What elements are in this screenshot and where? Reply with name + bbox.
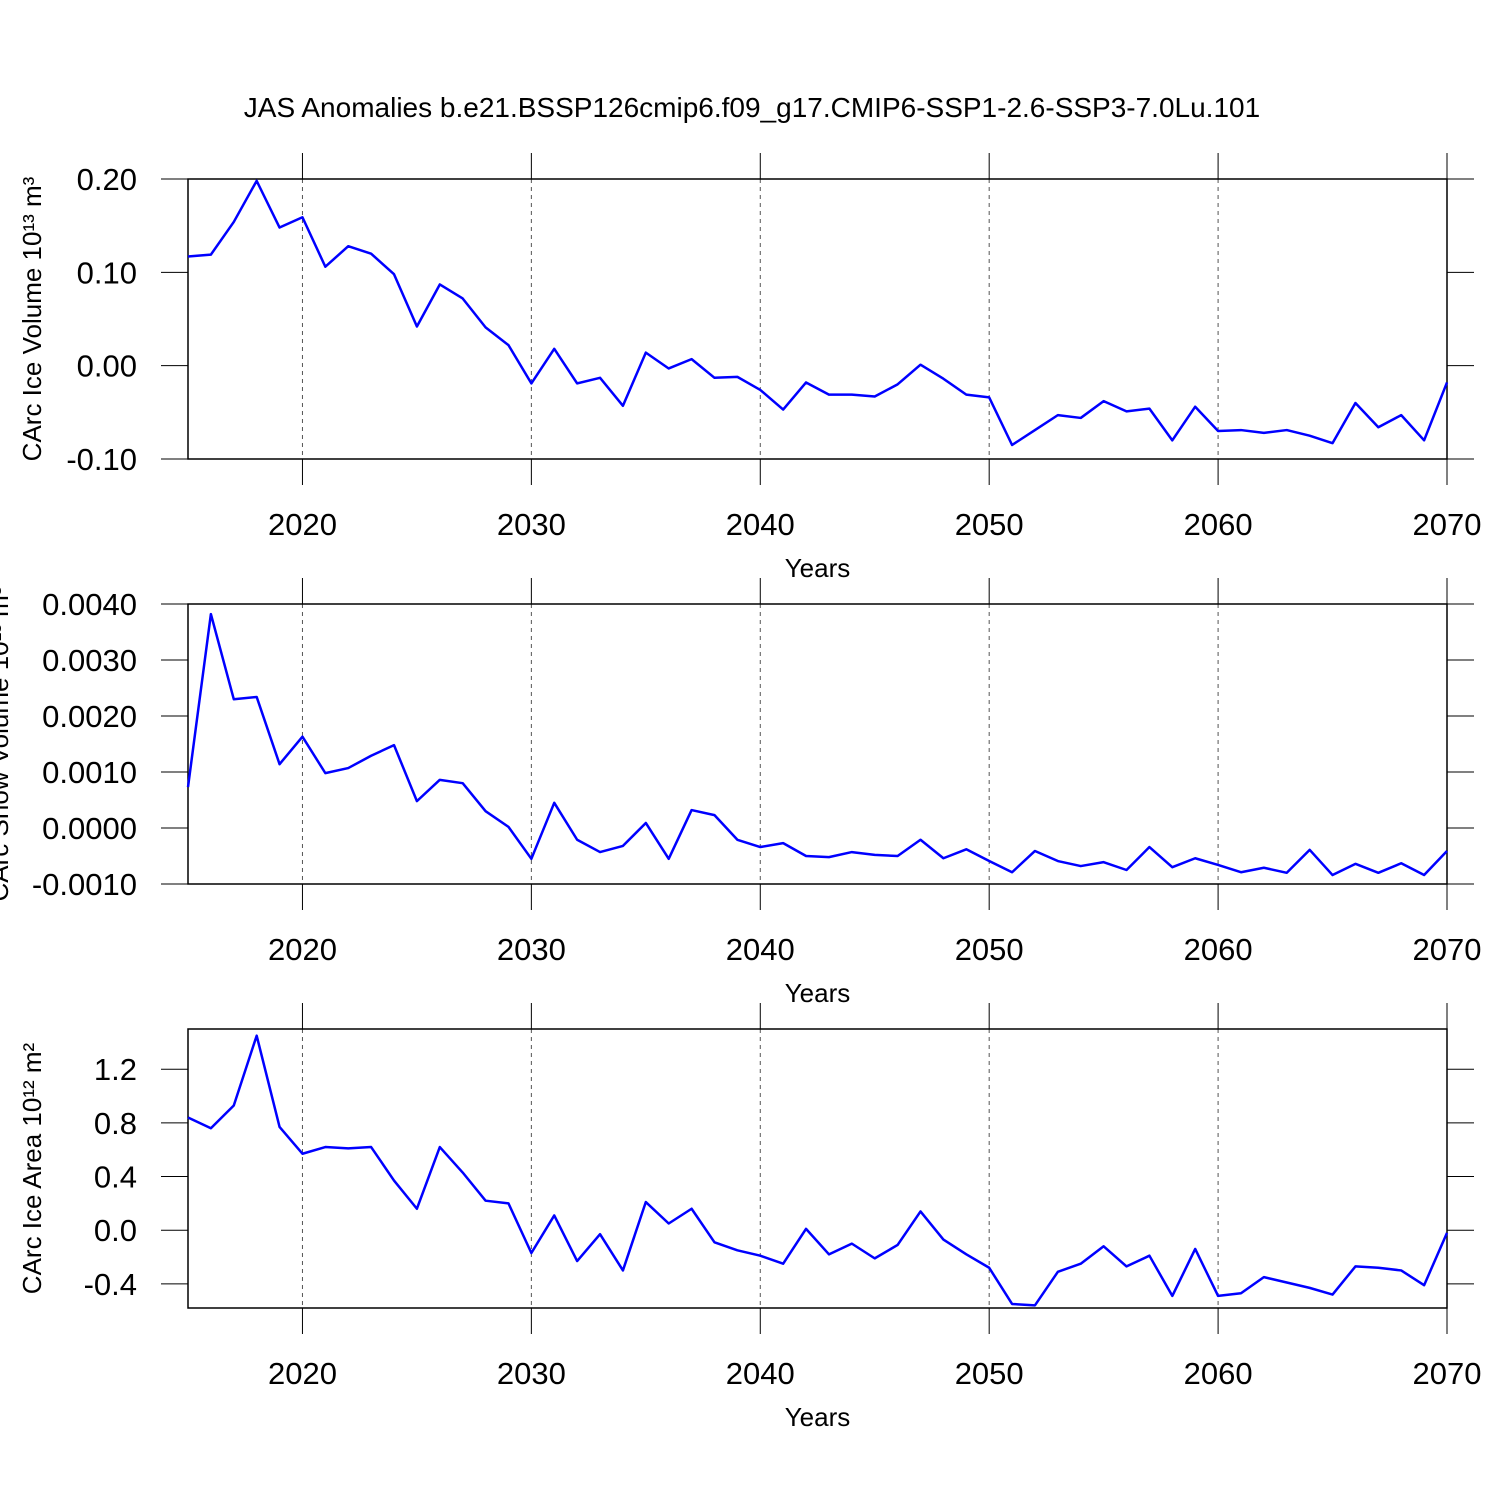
y-tick-label: 0.0 — [94, 1213, 137, 1248]
x-tick-label: 2070 — [1413, 932, 1482, 967]
y-axis-label: CArc Ice Volume 10¹³ m³ — [17, 176, 47, 461]
x-tick-label: 2050 — [955, 507, 1024, 542]
plot-frame — [187, 178, 1448, 460]
x-tick-label: 2030 — [497, 932, 566, 967]
y-tick-label: -0.0010 — [32, 867, 137, 902]
x-tick-label: 2050 — [955, 1356, 1024, 1391]
y-tick-label: 0.0030 — [42, 643, 137, 678]
y-axis-label: CArc Snow Volume 10¹³ m³ — [0, 586, 14, 901]
x-tick-label: 2020 — [268, 507, 337, 542]
x-tick-label: 2060 — [1184, 507, 1253, 542]
y-tick-label: -0.10 — [66, 442, 137, 477]
x-tick-label: 2070 — [1413, 507, 1482, 542]
x-tick-label: 2050 — [955, 932, 1024, 967]
data-line — [186, 612, 1448, 877]
y-tick-label: 0.00 — [77, 349, 137, 384]
x-axis-label: Years — [785, 1402, 851, 1432]
x-tick-label: 2070 — [1413, 1356, 1482, 1391]
x-tick-label: 2020 — [268, 1356, 337, 1391]
x-tick-label: 2040 — [726, 932, 795, 967]
x-tick-label: 2040 — [726, 1356, 795, 1391]
y-tick-label: 0.0020 — [42, 699, 137, 734]
plot-frame — [187, 603, 1448, 885]
x-tick-label: 2060 — [1184, 1356, 1253, 1391]
y-tick-label: 0.0010 — [42, 755, 137, 790]
data-line — [187, 1034, 1449, 1307]
y-tick-label: 0.10 — [77, 255, 137, 290]
y-tick-label: 1.2 — [94, 1052, 137, 1087]
x-tick-label: 2030 — [497, 507, 566, 542]
chart-title: JAS Anomalies b.e21.BSSP126cmip6.f09_g17… — [244, 92, 1260, 123]
plot-frame — [187, 1028, 1448, 1309]
y-tick-label: 0.4 — [94, 1160, 137, 1195]
x-tick-label: 2060 — [1184, 932, 1253, 967]
y-tick-label: 0.0000 — [42, 811, 137, 846]
y-tick-label: 0.20 — [77, 162, 137, 197]
y-axis-label: CArc Ice Area 10¹² m² — [17, 1042, 47, 1294]
x-tick-label: 2020 — [268, 932, 337, 967]
y-tick-label: -0.4 — [84, 1267, 137, 1302]
x-axis-label: Years — [785, 553, 851, 583]
data-line — [187, 179, 1449, 447]
x-tick-label: 2030 — [497, 1356, 566, 1391]
y-tick-label: 0.8 — [94, 1106, 137, 1141]
x-axis-label: Years — [785, 978, 851, 1008]
x-tick-label: 2040 — [726, 507, 795, 542]
y-tick-label: 0.0040 — [42, 587, 137, 622]
